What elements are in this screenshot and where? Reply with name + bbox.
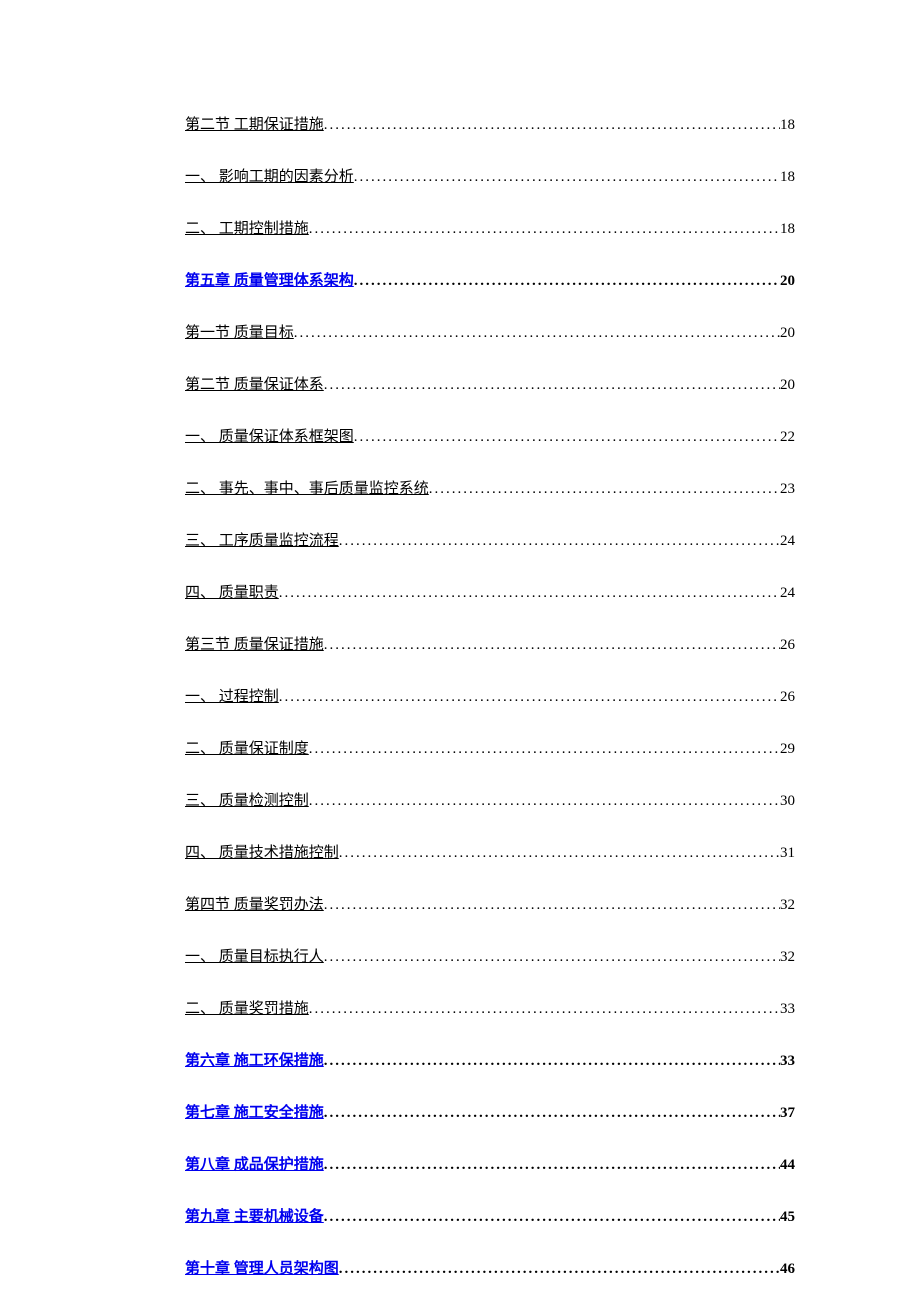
toc-leader-dots (354, 271, 780, 292)
toc-leader-dots (279, 687, 780, 708)
toc-leader-dots (279, 583, 780, 604)
toc-page-number: 18 (780, 219, 795, 240)
toc-page-number: 22 (780, 427, 795, 448)
toc-entry: 三、 质量检测控制 30 (185, 791, 795, 812)
toc-leader-dots (324, 1207, 780, 1228)
toc-label[interactable]: 第八章 成品保护措施 (185, 1155, 324, 1176)
toc-entry: 第三节 质量保证措施 26 (185, 635, 795, 656)
toc-entry: 第四节 质量奖罚办法 32 (185, 895, 795, 916)
toc-leader-dots (294, 323, 780, 344)
toc-page-number: 44 (780, 1155, 795, 1176)
toc-entry-chapter: 第六章 施工环保措施 33 (185, 1051, 795, 1072)
toc-label[interactable]: 第一节 质量目标 (185, 323, 294, 344)
toc-entry: 四、 质量技术措施控制 31 (185, 843, 795, 864)
toc-page-number: 32 (780, 895, 795, 916)
toc-page-number: 24 (780, 531, 795, 552)
toc-leader-dots (324, 1155, 780, 1176)
toc-entry: 四、 质量职责 24 (185, 583, 795, 604)
toc-leader-dots (354, 167, 780, 188)
toc-entry: 三、 工序质量监控流程 24 (185, 531, 795, 552)
toc-label[interactable]: 二、 质量保证制度 (185, 739, 309, 760)
toc-page-number: 18 (780, 115, 795, 136)
toc-leader-dots (324, 895, 780, 916)
toc-entry-chapter: 第九章 主要机械设备 45 (185, 1207, 795, 1228)
toc-page-number: 37 (780, 1103, 795, 1124)
toc-leader-dots (429, 479, 780, 500)
toc-label[interactable]: 一、 影响工期的因素分析 (185, 167, 354, 188)
toc-leader-dots (309, 791, 780, 812)
toc-leader-dots (324, 635, 780, 656)
toc-entry: 第一节 质量目标 20 (185, 323, 795, 344)
toc-entry: 二、 事先、事中、事后质量监控系统 23 (185, 479, 795, 500)
toc-label[interactable]: 第十章 管理人员架构图 (185, 1259, 339, 1280)
toc-label[interactable]: 第四节 质量奖罚办法 (185, 895, 324, 916)
toc-leader-dots (324, 1103, 780, 1124)
toc-page-number: 20 (780, 271, 795, 292)
toc-label[interactable]: 一、 质量保证体系框架图 (185, 427, 354, 448)
toc-page-number: 18 (780, 167, 795, 188)
toc-entry: 第二节 工期保证措施 18 (185, 115, 795, 136)
toc-label[interactable]: 二、 工期控制措施 (185, 219, 309, 240)
toc-leader-dots (309, 739, 780, 760)
toc-entry: 二、 工期控制措施 18 (185, 219, 795, 240)
toc-label[interactable]: 二、 事先、事中、事后质量监控系统 (185, 479, 429, 500)
toc-entry-chapter: 第十章 管理人员架构图 46 (185, 1259, 795, 1280)
toc-leader-dots (324, 375, 780, 396)
toc-entry: 第二节 质量保证体系 20 (185, 375, 795, 396)
toc-label[interactable]: 第二节 质量保证体系 (185, 375, 324, 396)
toc-leader-dots (324, 947, 780, 968)
toc-page-number: 29 (780, 739, 795, 760)
toc-label[interactable]: 第二节 工期保证措施 (185, 115, 324, 136)
toc-leader-dots (354, 427, 780, 448)
toc-leader-dots (324, 1051, 780, 1072)
toc-label[interactable]: 三、 工序质量监控流程 (185, 531, 339, 552)
toc-page-number: 46 (780, 1259, 795, 1280)
toc-page-number: 24 (780, 583, 795, 604)
toc-label[interactable]: 一、 质量目标执行人 (185, 947, 324, 968)
toc-leader-dots (339, 1259, 780, 1280)
toc-label[interactable]: 一、 过程控制 (185, 687, 279, 708)
toc-label[interactable]: 第七章 施工安全措施 (185, 1103, 324, 1124)
toc-page-number: 20 (780, 375, 795, 396)
toc-leader-dots (324, 115, 780, 136)
toc-page-number: 20 (780, 323, 795, 344)
toc-label[interactable]: 第五章 质量管理体系架构 (185, 271, 354, 292)
toc-page-number: 45 (780, 1207, 795, 1228)
toc-entry: 一、 影响工期的因素分析 18 (185, 167, 795, 188)
table-of-contents: 第二节 工期保证措施 18 一、 影响工期的因素分析 18 二、 工期控制措施 … (185, 115, 795, 1280)
toc-entry-chapter: 第七章 施工安全措施 37 (185, 1103, 795, 1124)
toc-entry-chapter: 第五章 质量管理体系架构 20 (185, 271, 795, 292)
toc-label[interactable]: 四、 质量技术措施控制 (185, 843, 339, 864)
toc-entry: 一、 质量目标执行人 32 (185, 947, 795, 968)
toc-page-number: 33 (780, 999, 795, 1020)
toc-label[interactable]: 第九章 主要机械设备 (185, 1207, 324, 1228)
toc-page-number: 32 (780, 947, 795, 968)
toc-page-number: 26 (780, 635, 795, 656)
toc-page-number: 30 (780, 791, 795, 812)
toc-entry: 二、 质量保证制度 29 (185, 739, 795, 760)
toc-leader-dots (309, 999, 780, 1020)
toc-page-number: 23 (780, 479, 795, 500)
toc-page-number: 26 (780, 687, 795, 708)
toc-label[interactable]: 第六章 施工环保措施 (185, 1051, 324, 1072)
toc-leader-dots (339, 843, 780, 864)
toc-entry: 二、 质量奖罚措施 33 (185, 999, 795, 1020)
toc-label[interactable]: 三、 质量检测控制 (185, 791, 309, 812)
toc-leader-dots (339, 531, 780, 552)
toc-entry: 一、 过程控制 26 (185, 687, 795, 708)
toc-leader-dots (309, 219, 780, 240)
toc-label[interactable]: 四、 质量职责 (185, 583, 279, 604)
toc-entry-chapter: 第八章 成品保护措施 44 (185, 1155, 795, 1176)
toc-page-number: 31 (780, 843, 795, 864)
toc-label[interactable]: 二、 质量奖罚措施 (185, 999, 309, 1020)
toc-page-number: 33 (780, 1051, 795, 1072)
toc-label[interactable]: 第三节 质量保证措施 (185, 635, 324, 656)
toc-entry: 一、 质量保证体系框架图 22 (185, 427, 795, 448)
